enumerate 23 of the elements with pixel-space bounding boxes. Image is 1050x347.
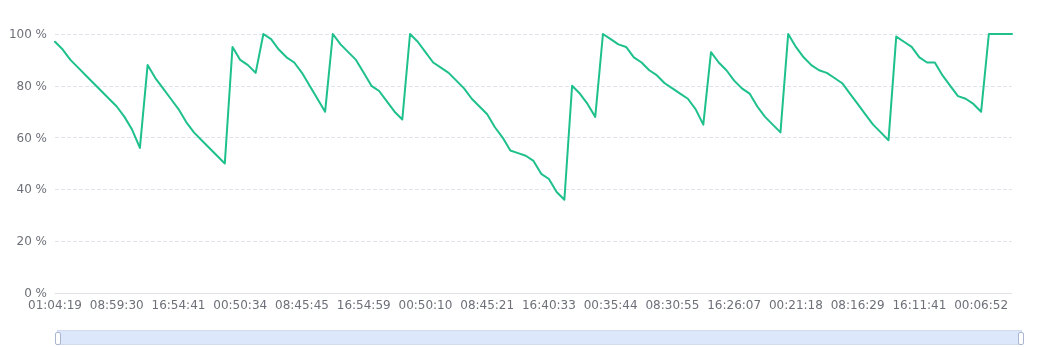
- x-tick-label: 16:40:33: [521, 298, 576, 312]
- y-tick-label: 20 %: [16, 234, 47, 249]
- x-tick-label: 01:04:19: [28, 298, 82, 312]
- x-tick-label: 08:59:30: [89, 298, 144, 312]
- x-tick-label: 08:45:21: [460, 298, 515, 312]
- x-tick-label: 00:06:52: [954, 298, 1009, 312]
- x-tick-label: 00:35:44: [583, 298, 638, 312]
- x-tick-label: 16:26:07: [707, 298, 762, 312]
- x-tick-label: 08:16:29: [830, 298, 885, 312]
- x-tick-label: 00:50:34: [213, 298, 268, 312]
- line-series: [54, 33, 1013, 201]
- y-tick-label: 80 %: [16, 78, 47, 93]
- y-tick-label: 100 %: [8, 27, 47, 41]
- x-tick-label: 00:50:10: [398, 298, 453, 312]
- x-tick-label: 00:21:18: [768, 298, 823, 312]
- x-tick-label: 16:11:41: [892, 298, 947, 312]
- y-tick-label: 40 %: [16, 182, 47, 197]
- y-tick-label: 60 %: [16, 130, 47, 145]
- x-tick-label: 08:45:45: [275, 298, 329, 312]
- y-tick-label: 0 %: [24, 286, 47, 300]
- x-tick-label: 08:30:55: [645, 298, 700, 312]
- x-tick-label: 16:54:41: [151, 298, 206, 312]
- x-tick-label: 16:54:59: [336, 298, 391, 312]
